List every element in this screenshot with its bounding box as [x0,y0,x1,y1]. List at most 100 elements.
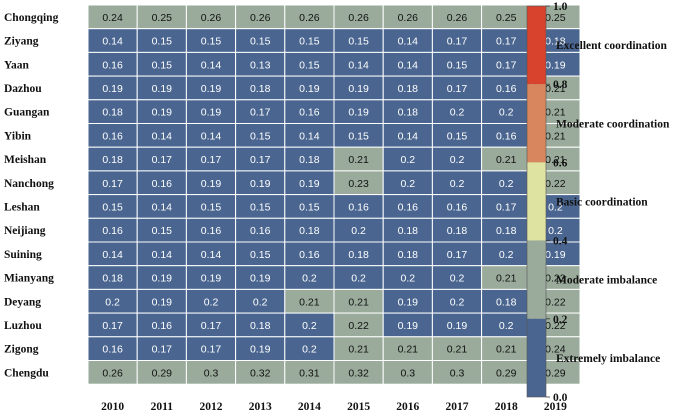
cell-value-label: 0.17 [447,83,468,95]
cell-value-label: 0.17 [152,154,173,166]
row-label-neijiang: Neijiang [4,225,46,237]
cell-value-label: 0.16 [152,320,173,332]
cell-value-label: 0.14 [299,130,320,142]
cell-value-label: 0.14 [201,249,222,261]
legend-band-label: Extremely imbalance [556,353,660,365]
cell-value-label: 0.16 [299,249,320,261]
cell-value-label: 0.21 [496,273,517,285]
row-label-dazhou: Dazhou [4,83,42,95]
cell-value-label: 0.2 [400,178,415,190]
cell-value-label: 0.22 [545,178,566,190]
cell-value-label: 0.15 [348,36,369,48]
cell-value-label: 0.16 [102,225,123,237]
cell-value-label: 0.25 [496,12,517,24]
cell-value-label: 0.18 [398,249,419,261]
cell-value-label: 0.14 [152,130,173,142]
cell-value-label: 0.19 [201,107,222,119]
legend-band [527,240,546,319]
cell-value-label: 0.18 [496,296,517,308]
cell-value-label: 0.14 [398,36,419,48]
cell-value-label: 0.17 [102,320,123,332]
row-label-yaan: Yaan [4,59,30,71]
row-label-zigong: Zigong [4,344,39,356]
cell-value-label: 0.14 [348,59,369,71]
cell-value-label: 0.15 [201,201,222,213]
cell-value-label: 0.29 [496,367,517,379]
cell-value-label: 0.21 [447,344,468,356]
cell-value-label: 0.17 [201,154,222,166]
column-label-2013: 2013 [249,401,272,413]
column-label-2017: 2017 [446,401,469,413]
cell-value-label: 0.19 [348,107,369,119]
cell-value-label: 0.22 [545,296,566,308]
cell-value-label: 0.2 [302,273,317,285]
cell-value-label: 0.31 [299,367,320,379]
cell-value-label: 0.3 [400,367,415,379]
cell-value-label: 0.16 [447,201,468,213]
row-label-guangan: Guangan [4,107,50,119]
cell-value-label: 0.19 [545,59,566,71]
cell-value-label: 0.17 [447,36,468,48]
cell-value-label: 0.18 [348,249,369,261]
cell-value-label: 0.19 [299,178,320,190]
legend-band-label: Excellent coordination [556,40,667,52]
cell-value-label: 0.16 [398,201,419,213]
column-label-2010: 2010 [101,401,124,413]
cell-value-label: 0.17 [102,178,123,190]
cell-value-label: 0.17 [496,201,517,213]
cell-value-label: 0.19 [447,320,468,332]
cell-value-label: 0.21 [348,154,369,166]
cell-value-label: 0.18 [398,83,419,95]
cell-value-label: 0.19 [102,83,123,95]
row-label-nanchong: Nanchong [4,178,54,190]
cell-value-label: 0.26 [398,12,419,24]
cell-value-label: 0.18 [496,225,517,237]
cell-value-label: 0.17 [496,36,517,48]
cell-value-label: 0.15 [250,36,271,48]
cell-value-label: 0.17 [152,344,173,356]
cell-value-label: 0.2 [548,201,563,213]
row-label-suining: Suining [4,249,42,261]
cell-value-label: 0.2 [450,178,465,190]
row-label-meishan: Meishan [4,154,47,166]
cell-value-label: 0.18 [102,154,123,166]
cell-value-label: 0.2 [450,107,465,119]
cell-value-label: 0.25 [545,12,566,24]
cell-value-label: 0.15 [250,201,271,213]
cell-value-label: 0.2 [548,225,563,237]
cell-value-label: 0.19 [152,83,173,95]
cell-value-label: 0.19 [250,273,271,285]
cell-value-label: 0.19 [250,178,271,190]
cell-value-label: 0.26 [447,12,468,24]
cell-value-label: 0.18 [102,273,123,285]
cell-value-label: 0.15 [447,59,468,71]
cell-value-label: 0.19 [299,83,320,95]
row-label-yibin: Yibin [4,130,32,142]
legend-tick-label: 0.8 [553,79,568,91]
cell-value-label: 0.15 [299,59,320,71]
cell-value-label: 0.16 [496,83,517,95]
cell-value-label: 0.15 [201,36,222,48]
column-labels: 2010 2011 2012 2013 2014 2015 2016 2017 2018 2019 [101,401,567,413]
cell-value-label: 0.24 [102,12,123,24]
cell-value-label: 0.16 [152,178,173,190]
cell-value-label: 0.25 [152,12,173,24]
cell-value-label: 0.18 [545,36,566,48]
cell-value-label: 0.26 [102,367,123,379]
cell-value-label: 0.21 [545,83,566,95]
cell-value-label: 0.17 [201,320,222,332]
cell-value-label: 0.18 [398,107,419,119]
cell-value-label: 0.2 [351,225,366,237]
cell-value-label: 0.3 [450,367,465,379]
cell-value-label: 0.15 [152,225,173,237]
cell-value-label: 0.18 [102,107,123,119]
cell-value-label: 0.17 [496,59,517,71]
legend-frame [526,5,547,398]
cell-value-label: 0.15 [299,36,320,48]
row-labels: Chongqing Ziyang Yaan Dazhou Guangan Yibin Mei… [4,12,59,380]
row-label-luzhou: Luzhou [4,320,42,332]
cell-value-label: 0.14 [398,59,419,71]
cell-value-label: 0.19 [152,107,173,119]
column-label-2012: 2012 [200,401,223,413]
